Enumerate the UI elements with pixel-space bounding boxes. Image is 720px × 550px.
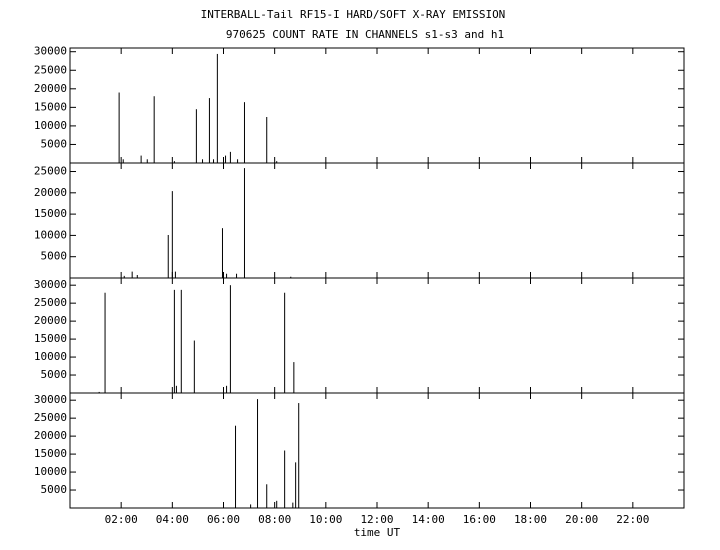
y-tick-label: 15000 <box>34 100 67 113</box>
y-tick-label: 25000 <box>34 411 67 424</box>
chart-subtitle: 970625 COUNT RATE IN CHANNELS s1-s3 and … <box>226 28 504 41</box>
y-tick-label: 5000 <box>41 250 68 263</box>
y-tick-label: 25000 <box>34 296 67 309</box>
y-tick-label: 5000 <box>41 483 68 496</box>
x-tick-label: 08:00 <box>258 513 291 526</box>
x-tick-label: 06:00 <box>207 513 240 526</box>
y-tick-label: 5000 <box>41 368 68 381</box>
x-tick-label: 16:00 <box>463 513 496 526</box>
y-tick-label: 10000 <box>34 119 67 132</box>
y-tick-label: 15000 <box>34 332 67 345</box>
y-tick-label: 15000 <box>34 207 67 220</box>
x-tick-label: 12:00 <box>360 513 393 526</box>
y-tick-label: 25000 <box>34 63 67 76</box>
y-tick-label: 10000 <box>34 350 67 363</box>
x-tick-label: 22:00 <box>616 513 649 526</box>
y-tick-label: 30000 <box>34 45 67 58</box>
y-tick-label: 20000 <box>34 186 67 199</box>
x-tick-label: 04:00 <box>156 513 189 526</box>
y-tick-label: 20000 <box>34 314 67 327</box>
y-tick-label: 20000 <box>34 82 67 95</box>
x-tick-label: 10:00 <box>309 513 342 526</box>
y-tick-label: 30000 <box>34 393 67 406</box>
y-tick-label: 10000 <box>34 465 67 478</box>
x-tick-label: 14:00 <box>412 513 445 526</box>
chart-title: INTERBALL-Tail RF15-I HARD/SOFT X-RAY EM… <box>201 8 506 21</box>
x-tick-label: 20:00 <box>565 513 598 526</box>
x-axis-label: time UT <box>354 526 401 539</box>
y-tick-label: 15000 <box>34 447 67 460</box>
x-tick-label: 02:00 <box>105 513 138 526</box>
y-tick-label: 5000 <box>41 137 68 150</box>
y-tick-label: 20000 <box>34 429 67 442</box>
y-tick-label: 10000 <box>34 228 67 241</box>
y-tick-label: 25000 <box>34 165 67 178</box>
y-tick-label: 30000 <box>34 278 67 291</box>
x-tick-label: 18:00 <box>514 513 547 526</box>
